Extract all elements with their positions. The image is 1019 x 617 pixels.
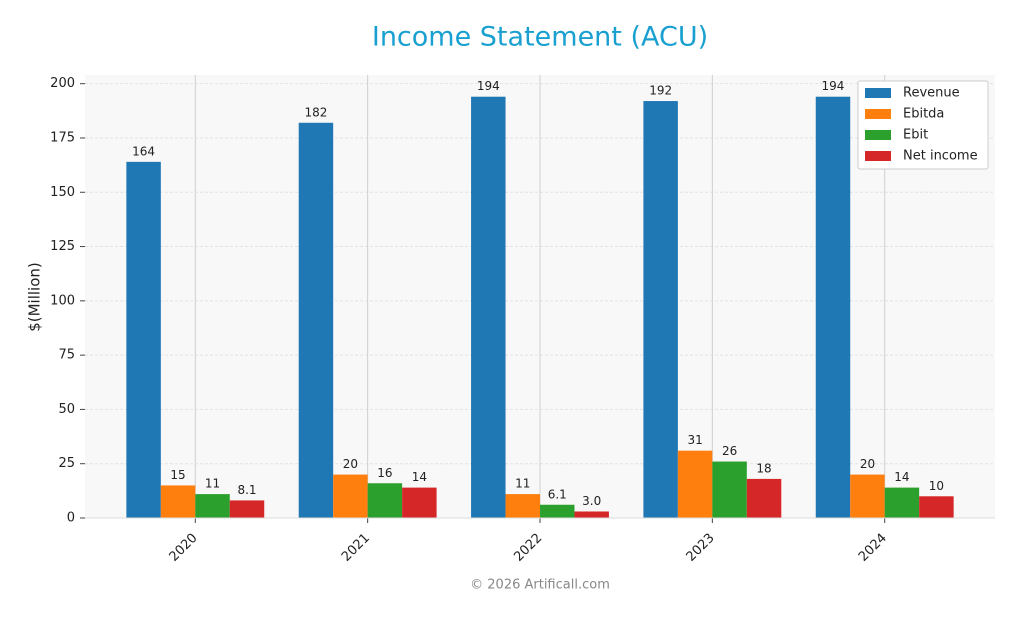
bar	[333, 474, 368, 518]
x-tick-label: 2021	[339, 531, 373, 565]
bar	[229, 500, 265, 518]
value-label: 14	[894, 470, 909, 484]
value-label: 20	[860, 457, 875, 471]
legend-box	[857, 80, 989, 170]
value-label: 194	[477, 79, 500, 93]
legend-swatch	[865, 130, 891, 140]
chart-title: Income Statement (ACU)	[372, 22, 708, 53]
value-label: 192	[649, 84, 672, 98]
bar	[367, 483, 403, 518]
bar	[195, 494, 230, 518]
legend-label: Ebitda	[903, 107, 944, 122]
x-tick-label: 2024	[856, 531, 890, 565]
value-label: 15	[170, 468, 185, 482]
value-label: 8.1	[237, 483, 256, 497]
value-label: 26	[722, 444, 737, 458]
legend-swatch	[865, 109, 891, 119]
bar	[298, 122, 334, 519]
x-tick-label: 2020	[167, 531, 201, 565]
y-tick-label: 0	[67, 511, 75, 526]
bar	[919, 496, 954, 518]
bar	[505, 494, 540, 518]
bar	[643, 101, 678, 518]
y-tick-label: 25	[58, 456, 75, 471]
bar	[126, 161, 161, 519]
value-label: 11	[205, 477, 220, 491]
bar	[815, 96, 851, 518]
bar	[677, 450, 713, 518]
legend-label: Net income	[903, 149, 978, 164]
bar	[540, 504, 575, 518]
value-label: 11	[515, 477, 530, 491]
y-tick-label: 150	[50, 185, 75, 200]
bar	[160, 485, 196, 518]
bar	[712, 461, 747, 518]
value-label: 14	[412, 470, 427, 484]
y-tick-label: 125	[50, 239, 75, 254]
y-tick-label: 175	[50, 130, 75, 145]
footer: © 2026 Artificall.com	[470, 578, 610, 593]
y-tick-label: 50	[58, 402, 75, 417]
legend-label: Ebit	[903, 128, 928, 143]
bar	[471, 96, 506, 518]
bar	[402, 487, 437, 518]
bar	[746, 478, 782, 518]
legend-swatch	[865, 88, 891, 98]
value-label: 20	[343, 457, 358, 471]
value-label: 16	[377, 466, 392, 480]
value-label: 182	[304, 105, 327, 119]
value-label: 31	[687, 433, 702, 447]
value-label: 6.1	[548, 487, 567, 501]
x-tick-label: 2023	[684, 531, 718, 565]
legend-label: Revenue	[903, 86, 960, 101]
value-label: 194	[822, 79, 845, 93]
bar	[884, 487, 920, 518]
y-tick-label: 200	[50, 76, 75, 91]
y-tick-label: 100	[50, 293, 75, 308]
value-label: 18	[756, 461, 771, 475]
bar	[574, 511, 609, 518]
value-label: 3.0	[582, 494, 601, 508]
y-tick-label: 75	[58, 348, 75, 363]
value-label: 10	[929, 479, 944, 493]
value-label: 164	[132, 144, 155, 158]
x-tick-label: 2022	[511, 531, 545, 565]
bar	[850, 474, 885, 518]
y-axis-label: $(Million)	[26, 262, 44, 332]
legend-swatch	[865, 151, 891, 161]
